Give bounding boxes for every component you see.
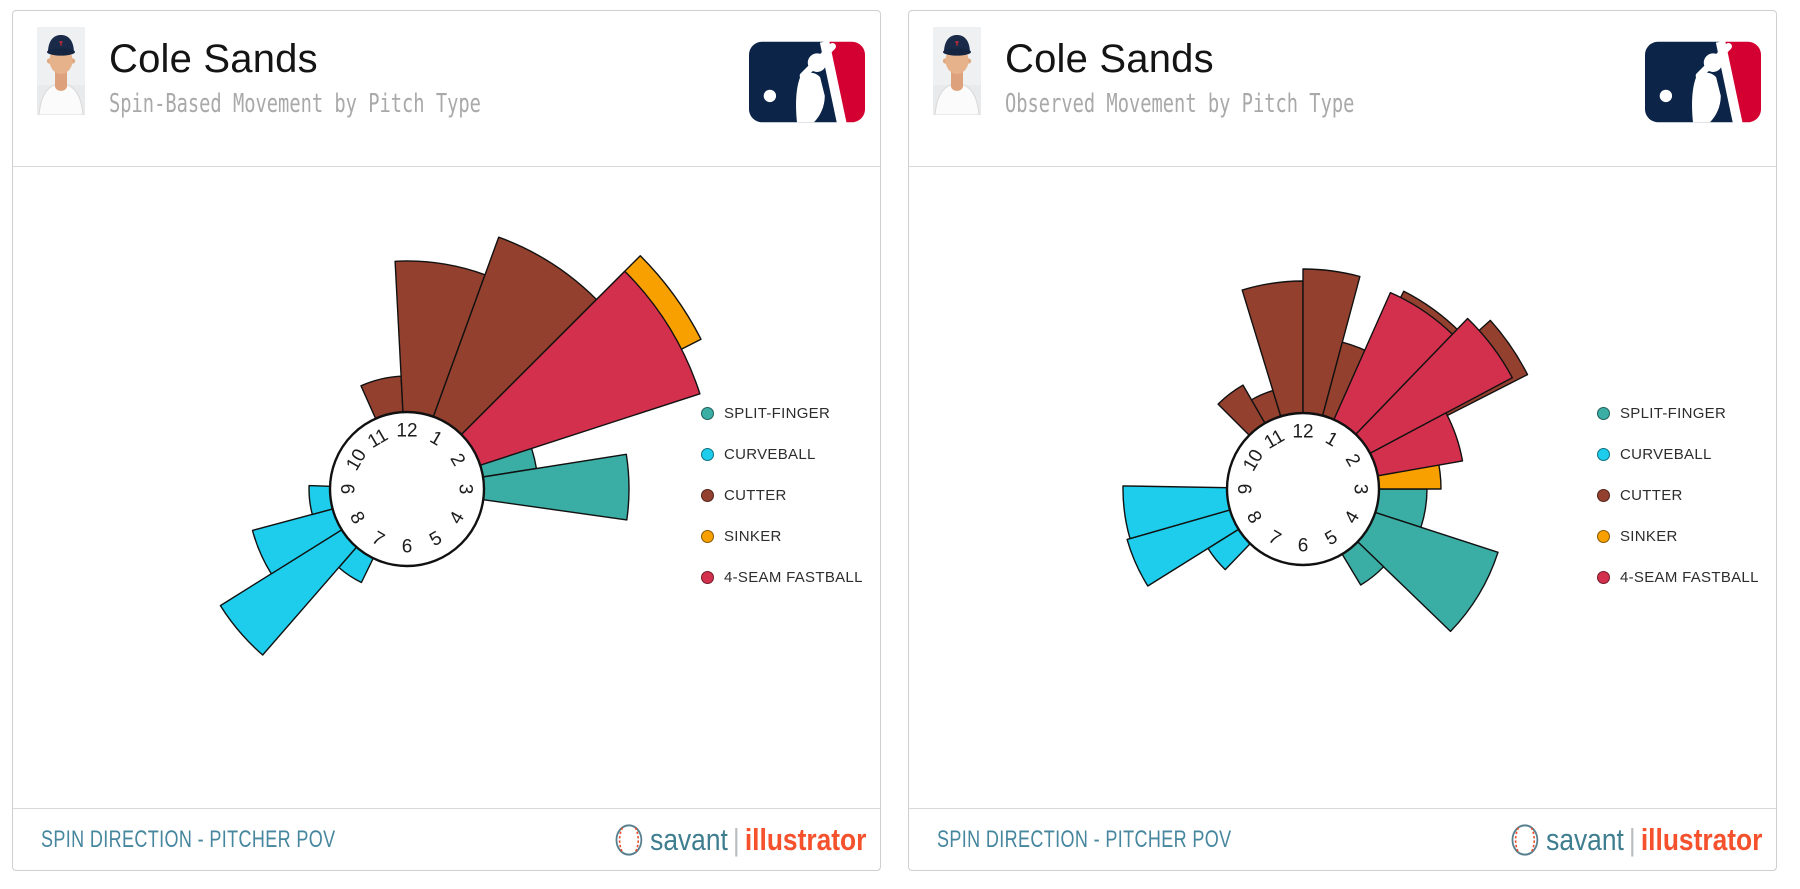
legend-dot-4-seam-fastball (1597, 571, 1610, 584)
legend-label: SPLIT-FINGER (1620, 405, 1727, 422)
clock-hour-3: 3 (455, 484, 476, 495)
mlb-logo-icon (1645, 41, 1761, 123)
panel-footer: SPIN DIRECTION - PITCHER POV savant | il… (909, 808, 1776, 870)
clock-face (328, 410, 486, 568)
legend-dot-split-finger (701, 407, 714, 420)
wedge-4-seam-fastball (406, 270, 701, 490)
legend-item: CUTTER (1597, 475, 1759, 516)
savant-illustrator-brandmark: savant | illustrator (1510, 822, 1762, 858)
player-headshot (933, 27, 981, 115)
baseball-icon (615, 823, 642, 856)
legend-item: SPLIT-FINGER (1597, 393, 1759, 434)
wedge-cutter (406, 236, 598, 490)
legend-item: CUTTER (701, 475, 863, 516)
savant-illustrator-brandmark: savant | illustrator (614, 822, 866, 858)
clock-hour-6: 6 (402, 537, 413, 558)
legend-dot-split-finger (1597, 407, 1610, 420)
brand-savant: savant (649, 821, 728, 857)
titles-block: Cole Sands Spin-Based Movement by Pitch … (109, 37, 626, 119)
legend-label: SINKER (1620, 528, 1678, 545)
panel-header: Cole Sands Observed Movement by Pitch Ty… (909, 11, 1776, 167)
page-title: Cole Sands (109, 37, 318, 81)
chart-area: 12 1 2 3 4 5 6 7 8 9 10 11 SPLIT-FINGER CURVEBALL C… (13, 167, 880, 811)
legend-dot-curveball (701, 448, 714, 461)
legend-dot-curveball (1597, 448, 1610, 461)
brand-savant: savant (1545, 821, 1624, 857)
page-subtitle: Spin-Based Movement by Pitch Type (109, 89, 481, 119)
legend: SPLIT-FINGER CURVEBALL CUTTER SINKER 4-S… (701, 393, 863, 598)
clock-hour-9: 9 (339, 484, 360, 495)
mlb-logo-icon (749, 41, 865, 123)
brand-divider: | (732, 821, 740, 857)
legend-label: 4-SEAM FASTBALL (1620, 569, 1759, 586)
clock-face (1225, 411, 1381, 567)
legend-label: CUTTER (724, 487, 787, 504)
legend-label: CURVEBALL (1620, 446, 1712, 463)
baseball-icon (1511, 823, 1538, 856)
legend-item: SINKER (701, 516, 863, 557)
legend-dot-sinker (701, 530, 714, 543)
player-headshot (37, 27, 85, 115)
panel-spin-based: Cole Sands Spin-Based Movement by Pitch … (12, 10, 881, 871)
brand-divider: | (1628, 821, 1636, 857)
brand-illustrator: illustrator (1640, 821, 1762, 857)
legend-item: SPLIT-FINGER (701, 393, 863, 434)
legend-label: CUTTER (1620, 487, 1683, 504)
panel-footer: SPIN DIRECTION - PITCHER POV savant | il… (13, 808, 880, 870)
chart-area: 12 1 2 3 4 5 6 7 8 9 10 11 SPLIT-FINGER CURVEBALL C… (909, 167, 1776, 811)
legend-item: CURVEBALL (701, 434, 863, 475)
wedge-split-finger (406, 453, 630, 521)
legend-dot-cutter (701, 489, 714, 502)
panel-header: Cole Sands Spin-Based Movement by Pitch … (13, 11, 880, 167)
legend-dot-cutter (1597, 489, 1610, 502)
clock-hour-3: 3 (1350, 484, 1371, 495)
page-subtitle: Observed Movement by Pitch Type (1005, 89, 1355, 119)
footer-caption: SPIN DIRECTION - PITCHER POV (937, 825, 1232, 853)
legend-item: 4-SEAM FASTBALL (1597, 557, 1759, 598)
clock-hour-6: 6 (1298, 536, 1309, 557)
legend: SPLIT-FINGER CURVEBALL CUTTER SINKER 4-S… (1597, 393, 1759, 598)
legend-label: 4-SEAM FASTBALL (724, 569, 863, 586)
legend-item: SINKER (1597, 516, 1759, 557)
page-title: Cole Sands (1005, 37, 1214, 81)
clock-hour-9: 9 (1236, 484, 1257, 495)
footer-caption: SPIN DIRECTION - PITCHER POV (41, 825, 336, 853)
legend-dot-4-seam-fastball (701, 571, 714, 584)
clock-hour-12: 12 (396, 421, 417, 442)
legend-item: 4-SEAM FASTBALL (701, 557, 863, 598)
brand-illustrator: illustrator (744, 821, 866, 857)
panel-observed: Cole Sands Observed Movement by Pitch Ty… (908, 10, 1777, 871)
legend-dot-sinker (1597, 530, 1610, 543)
legend-label: SPLIT-FINGER (724, 405, 831, 422)
legend-label: CURVEBALL (724, 446, 816, 463)
titles-block: Cole Sands Observed Movement by Pitch Ty… (1005, 37, 1490, 119)
legend-item: CURVEBALL (1597, 434, 1759, 475)
clock-hour-12: 12 (1292, 422, 1313, 443)
legend-label: SINKER (724, 528, 782, 545)
